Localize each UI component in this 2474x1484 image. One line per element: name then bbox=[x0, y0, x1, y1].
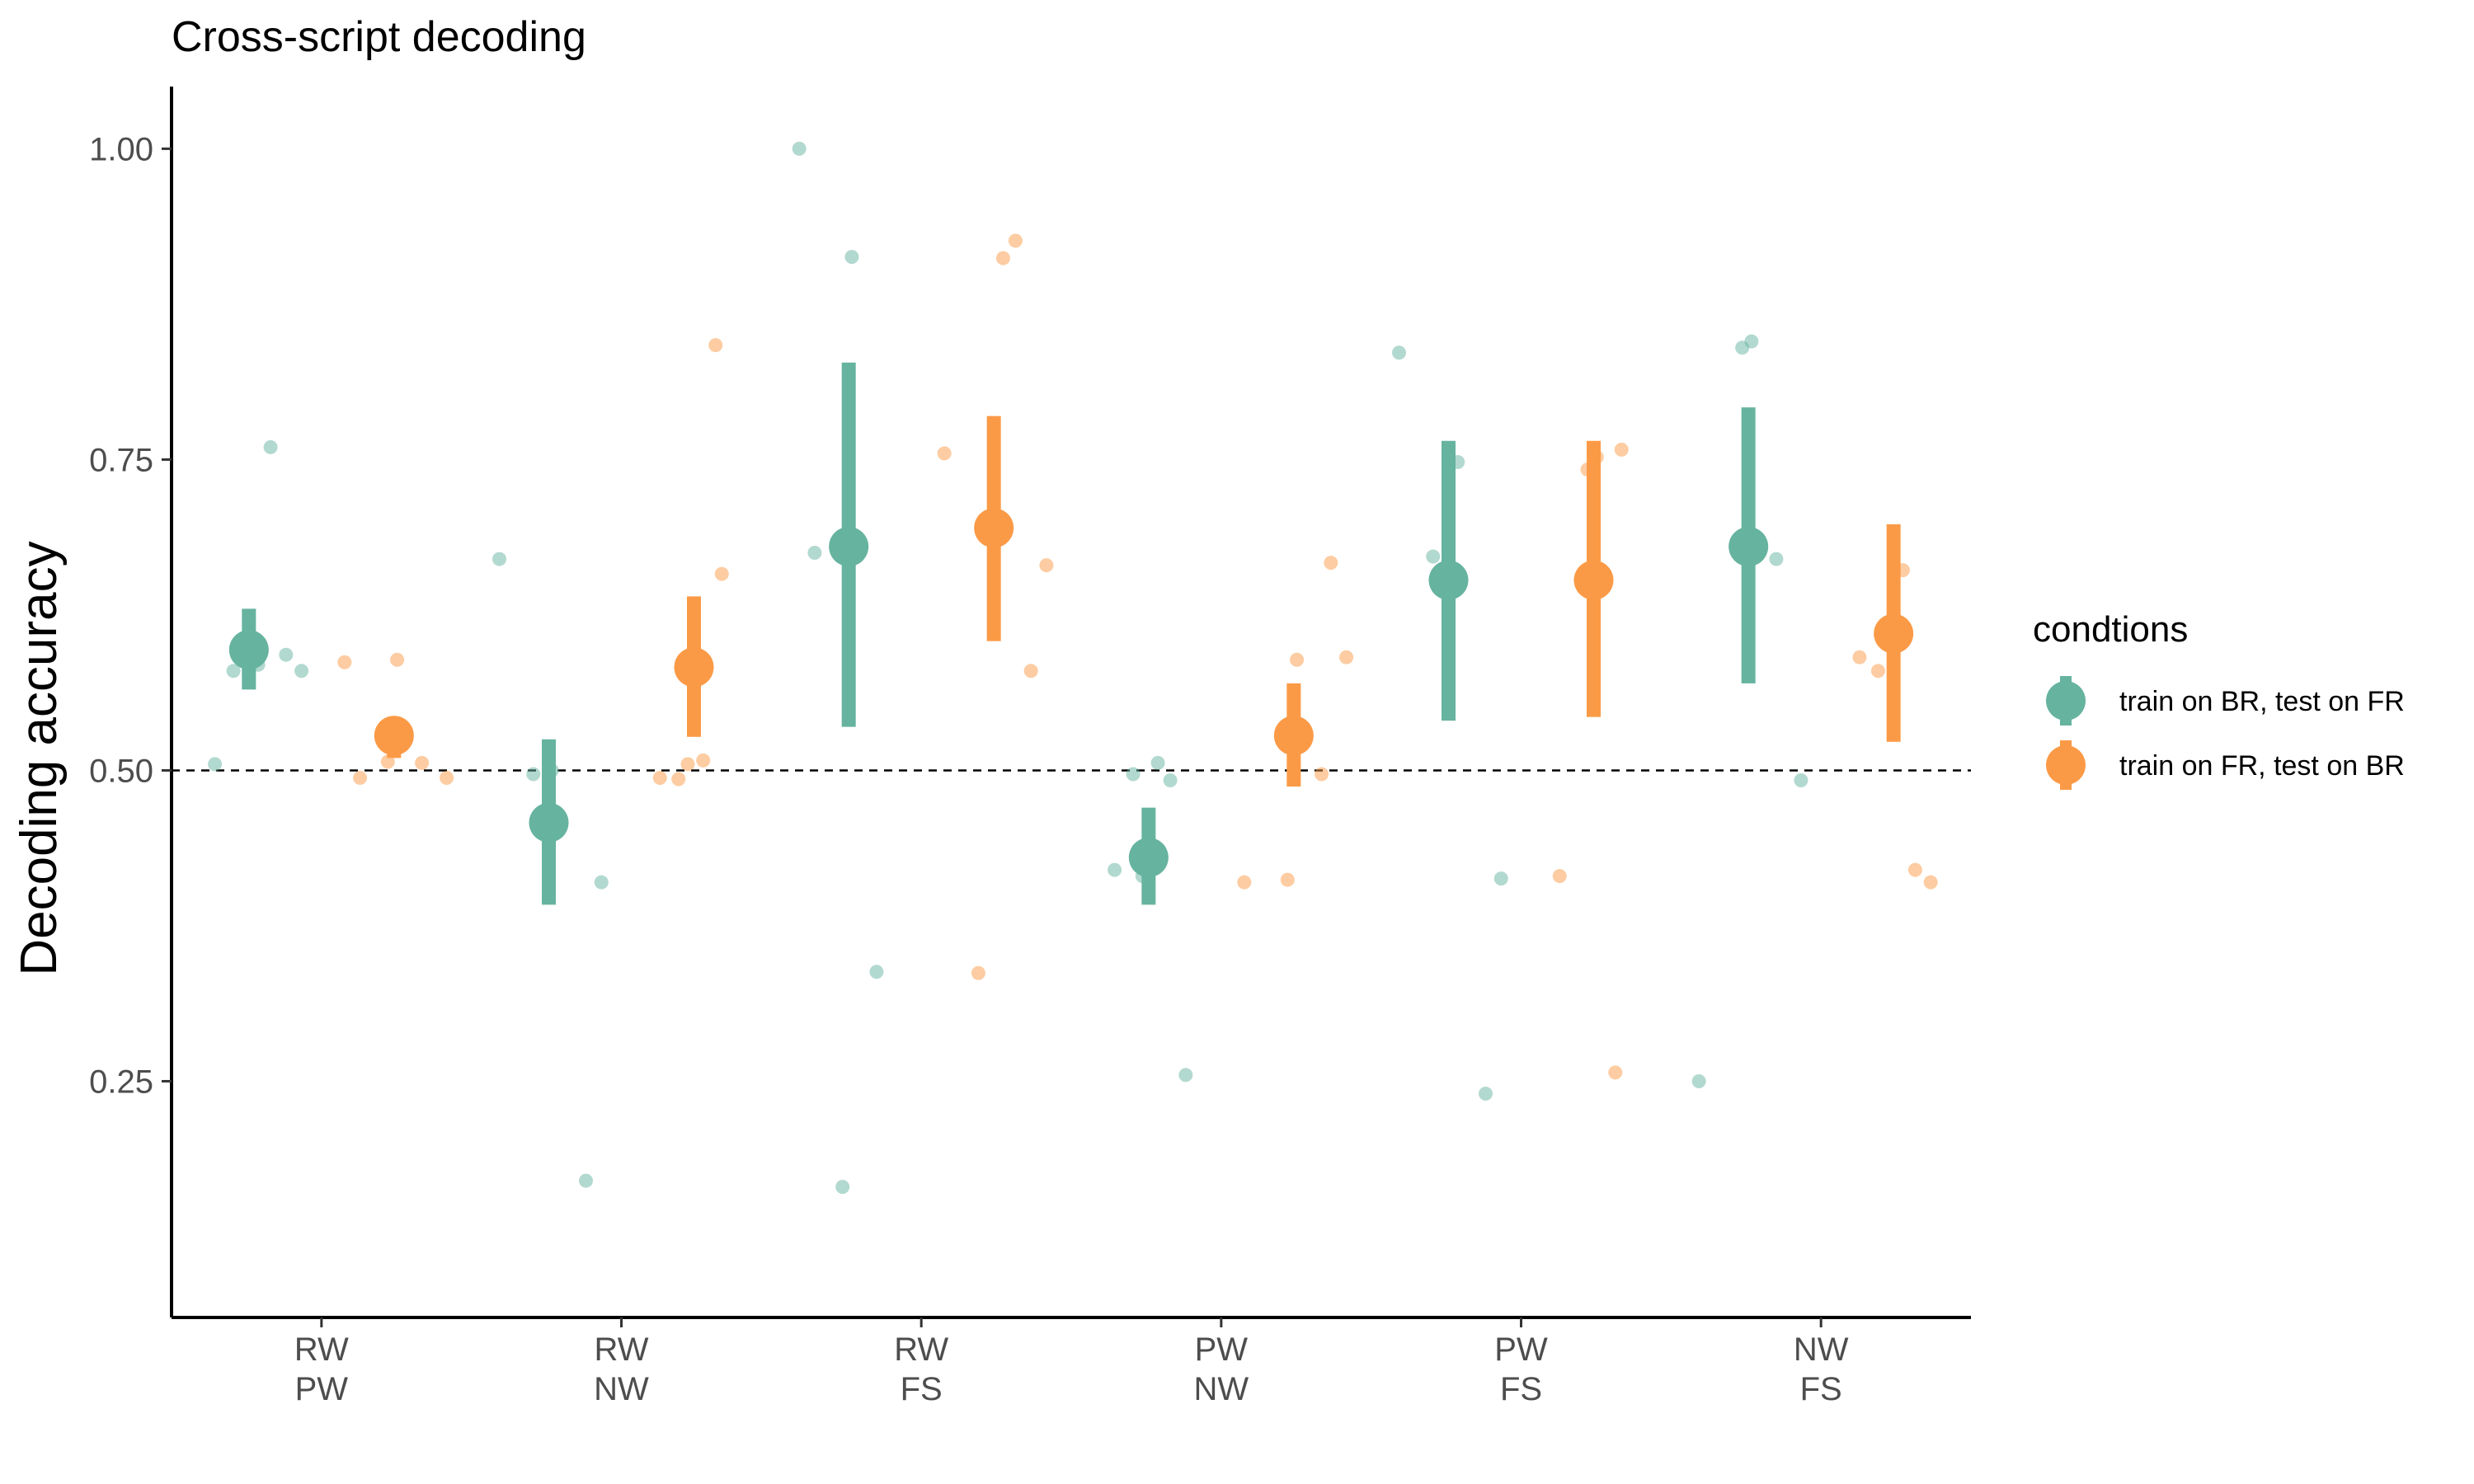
data-point bbox=[1392, 345, 1406, 360]
data-point bbox=[1150, 755, 1165, 770]
y-tick-label: 0.75 bbox=[89, 442, 153, 478]
mean-point bbox=[374, 716, 414, 756]
data-point bbox=[1008, 233, 1023, 248]
legend-key-point bbox=[2046, 745, 2086, 785]
data-point bbox=[1126, 767, 1141, 782]
data-point bbox=[337, 655, 352, 669]
x-tick-label: RW bbox=[894, 1331, 948, 1368]
data-point bbox=[1237, 875, 1252, 890]
x-tick-label: PW bbox=[295, 1371, 349, 1407]
data-point bbox=[1163, 773, 1178, 788]
x-tick-label: PW bbox=[1195, 1331, 1249, 1368]
mean-point bbox=[1729, 526, 1769, 566]
mean-point bbox=[529, 802, 569, 843]
x-tick-label: PW bbox=[1494, 1331, 1548, 1368]
x-tick-label: NW bbox=[594, 1371, 649, 1407]
data-point bbox=[1691, 1073, 1706, 1088]
y-axis-title: Decoding accuracy bbox=[11, 541, 68, 975]
y-tick-label: 0.25 bbox=[89, 1064, 153, 1100]
data-point bbox=[792, 141, 807, 156]
legend: condtions train on BR, test on FR train o… bbox=[2033, 609, 2405, 790]
data-point bbox=[390, 652, 405, 667]
data-point bbox=[1290, 652, 1305, 667]
data-point bbox=[1280, 872, 1295, 887]
data-point bbox=[1735, 340, 1750, 355]
data-point bbox=[1794, 773, 1808, 788]
x-tick-label: NW bbox=[1794, 1331, 1849, 1368]
chart-title: Cross-script decoding bbox=[172, 13, 586, 61]
data-point bbox=[579, 1173, 593, 1188]
data-point bbox=[294, 664, 309, 679]
x-tick-label: RW bbox=[595, 1331, 649, 1368]
data-point bbox=[1493, 871, 1508, 886]
data-point bbox=[1178, 1068, 1193, 1082]
mean-point bbox=[1874, 613, 1914, 654]
data-point bbox=[1479, 1087, 1493, 1101]
mean-point bbox=[228, 630, 269, 670]
legend-label: train on BR, test on FR bbox=[2119, 686, 2405, 717]
data-point bbox=[415, 755, 430, 770]
data-point bbox=[680, 757, 695, 772]
data-point bbox=[671, 772, 686, 787]
x-tick-label: RW bbox=[294, 1331, 349, 1368]
legend-label: train on FR, test on BR bbox=[2119, 750, 2405, 782]
mean-point bbox=[1573, 560, 1614, 600]
data-point bbox=[208, 757, 223, 772]
data-point bbox=[279, 647, 294, 662]
data-point bbox=[971, 965, 985, 980]
data-point bbox=[937, 446, 952, 461]
data-point bbox=[526, 767, 541, 782]
data-point bbox=[594, 875, 609, 890]
data-point bbox=[869, 965, 884, 979]
data-point bbox=[440, 770, 454, 785]
mean-point bbox=[829, 526, 869, 566]
data-point bbox=[1039, 558, 1054, 573]
data-point bbox=[696, 753, 711, 768]
data-point bbox=[1907, 862, 1922, 877]
data-point bbox=[1614, 442, 1629, 457]
data-point bbox=[380, 754, 395, 769]
data-point bbox=[1870, 664, 1885, 679]
y-tick-label: 0.50 bbox=[89, 753, 153, 789]
legend-key-point bbox=[2046, 681, 2086, 721]
mean-point bbox=[1428, 560, 1469, 600]
x-tick-label: FS bbox=[901, 1371, 943, 1407]
data-point bbox=[1324, 556, 1338, 571]
x-tick-label: FS bbox=[1800, 1371, 1842, 1407]
data-point bbox=[1023, 664, 1038, 679]
data-point bbox=[1426, 549, 1441, 564]
data-point bbox=[1852, 650, 1867, 665]
data-point bbox=[263, 439, 278, 454]
data-point bbox=[226, 664, 241, 679]
legend-title: condtions bbox=[2033, 609, 2188, 650]
data-point bbox=[492, 552, 506, 566]
data-point bbox=[995, 251, 1010, 265]
data-point bbox=[1552, 869, 1567, 884]
data-point bbox=[652, 770, 667, 785]
y-tick-label: 1.00 bbox=[89, 131, 153, 167]
mean-point bbox=[1128, 838, 1169, 878]
data-point bbox=[1108, 862, 1122, 877]
data-point bbox=[1339, 650, 1354, 665]
x-tick-label: FS bbox=[1500, 1371, 1542, 1407]
x-tick-label: NW bbox=[1194, 1371, 1249, 1407]
mean-point bbox=[974, 508, 1014, 548]
data-point bbox=[844, 250, 859, 265]
data-point bbox=[353, 770, 368, 785]
data-point bbox=[835, 1180, 850, 1195]
data-point bbox=[1608, 1065, 1623, 1080]
data-point bbox=[1769, 552, 1784, 566]
data-point bbox=[1923, 875, 1938, 890]
data-point bbox=[1315, 767, 1329, 782]
data-point bbox=[714, 566, 729, 581]
mean-point bbox=[674, 647, 714, 688]
data-point bbox=[807, 546, 822, 561]
data-point bbox=[708, 338, 723, 353]
mean-point bbox=[1273, 716, 1314, 756]
